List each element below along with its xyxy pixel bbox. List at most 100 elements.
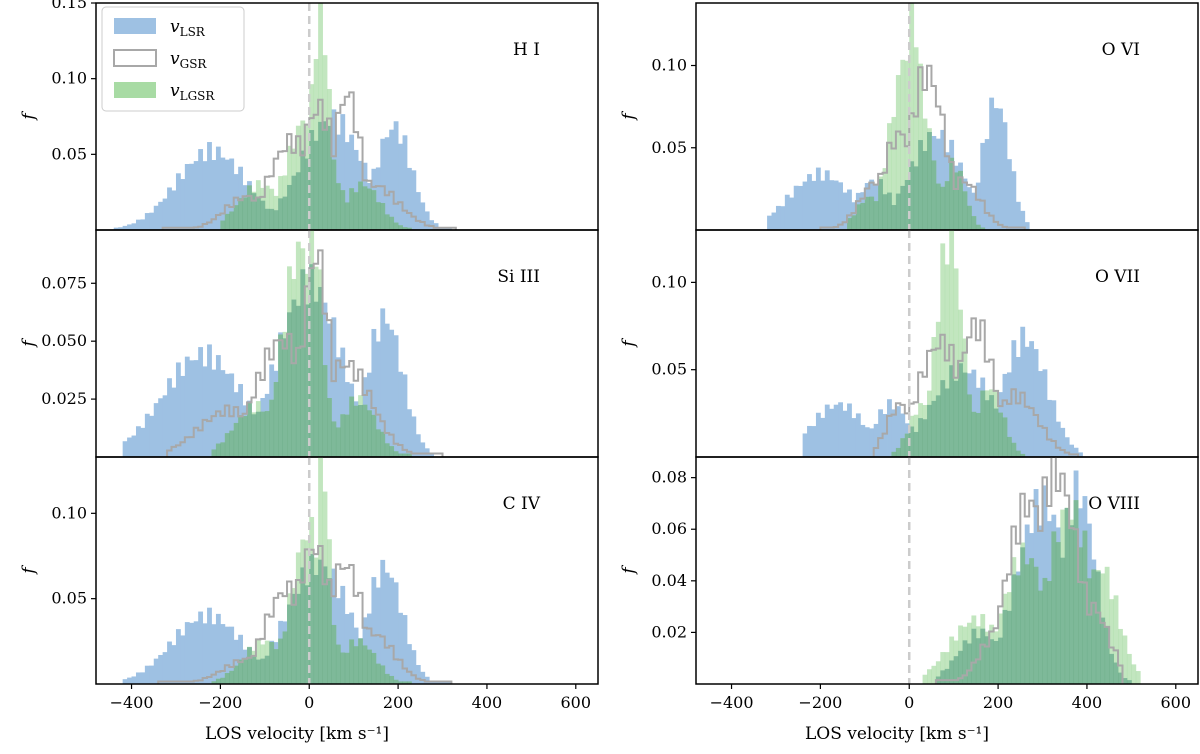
lgsr-bar bbox=[1118, 628, 1123, 684]
overlap-bar bbox=[962, 191, 968, 230]
lsr-bar bbox=[327, 323, 332, 457]
overlap-bar bbox=[371, 652, 377, 684]
lsr-bar bbox=[838, 402, 844, 457]
panel-si-iii: 0.025 0.050 0.075 f Si III bbox=[19, 229, 599, 458]
overlap-bar bbox=[353, 405, 359, 457]
plot-area-o-vii bbox=[802, 230, 1083, 457]
panel-frame bbox=[95, 456, 599, 685]
overlap-bar bbox=[1069, 525, 1075, 684]
overlap-bar bbox=[398, 453, 403, 457]
lsr-bar bbox=[442, 227, 448, 230]
lsr-bar bbox=[233, 174, 239, 230]
overlap-bar bbox=[340, 652, 346, 684]
overlap-bar bbox=[229, 670, 235, 684]
lsr-bar bbox=[167, 641, 172, 684]
overlap-bar bbox=[958, 170, 963, 230]
lsr-bar bbox=[847, 403, 852, 457]
y-tick-label: 0.15 bbox=[51, 0, 87, 12]
lsr-bar bbox=[135, 219, 141, 230]
overlap-bar bbox=[278, 638, 283, 684]
overlap-bar bbox=[847, 218, 852, 230]
lsr-bar bbox=[135, 672, 141, 684]
legend-swatch-gsr bbox=[113, 49, 157, 67]
lsr-bar bbox=[1020, 210, 1026, 230]
lsr-bar bbox=[415, 665, 421, 684]
ion-label: H I bbox=[513, 40, 540, 60]
overlap-bar bbox=[247, 185, 252, 230]
overlap-bar bbox=[220, 442, 226, 457]
y-tick-label: 0.06 bbox=[651, 519, 687, 538]
lsr-bar bbox=[202, 366, 208, 457]
overlap-bar bbox=[864, 196, 870, 230]
overlap-bar bbox=[887, 192, 892, 230]
lsr-bar bbox=[193, 621, 199, 684]
lsr-bar bbox=[406, 409, 412, 457]
overlap-bar bbox=[300, 269, 306, 457]
overlap-bar bbox=[247, 402, 252, 457]
overlap-bar bbox=[962, 640, 968, 684]
plot-area-h-i bbox=[113, 3, 457, 230]
lsr-bar bbox=[144, 665, 150, 684]
overlap-bar bbox=[233, 205, 239, 230]
lsr-bar bbox=[171, 387, 177, 457]
lsr-bar bbox=[149, 415, 155, 457]
overlap-bar bbox=[984, 400, 990, 457]
lgsr-bar bbox=[953, 268, 959, 457]
lsr-bar bbox=[380, 308, 386, 457]
lsr-bar bbox=[229, 373, 235, 457]
lsr-bar bbox=[215, 613, 221, 684]
lsr-bar bbox=[424, 211, 430, 230]
lgsr-bar bbox=[1122, 635, 1128, 684]
overlap-bar bbox=[402, 453, 408, 457]
lsr-bar bbox=[780, 206, 786, 230]
overlap-bar bbox=[1113, 662, 1119, 684]
lsr-bar bbox=[829, 180, 835, 230]
lsr-bar bbox=[424, 676, 430, 684]
lsr-bar bbox=[1046, 399, 1052, 457]
lsr-bar bbox=[398, 612, 403, 684]
lsr-bar bbox=[860, 424, 866, 457]
overlap-bar bbox=[998, 637, 1003, 684]
y-tick-label: 0.075 bbox=[41, 273, 87, 292]
overlap-bar bbox=[1086, 578, 1092, 684]
lgsr-bar bbox=[900, 59, 906, 230]
legend: vLSR vGSR vLGSR bbox=[101, 6, 245, 112]
overlap-bar bbox=[860, 202, 866, 230]
overlap-bar bbox=[349, 188, 355, 230]
lsr-bar bbox=[131, 435, 137, 457]
lsr-bar bbox=[162, 395, 168, 457]
lsr-bar bbox=[224, 626, 230, 684]
lsr-bar bbox=[233, 639, 239, 684]
lsr-bar bbox=[366, 613, 372, 684]
x-tick-label: −200 bbox=[798, 693, 842, 712]
lsr-bar bbox=[895, 406, 901, 457]
legend-swatch-lgsr bbox=[114, 82, 156, 98]
overlap-bar bbox=[362, 186, 368, 230]
overlap-bar bbox=[913, 166, 919, 230]
x-tick-label: 600 bbox=[561, 693, 592, 712]
y-axis-label: f bbox=[619, 565, 639, 576]
lgsr-bar bbox=[1126, 653, 1132, 684]
overlap-bar bbox=[358, 405, 363, 457]
overlap-bar bbox=[380, 665, 386, 684]
overlap-bar bbox=[1020, 453, 1026, 457]
overlap-bar bbox=[233, 665, 239, 684]
lsr-bar bbox=[389, 577, 395, 684]
lsr-bar bbox=[984, 139, 990, 230]
y-tick-label: 0.10 bbox=[651, 272, 687, 291]
lgsr-bar bbox=[931, 337, 937, 457]
overlap-bar bbox=[309, 130, 315, 230]
lsr-bar bbox=[344, 142, 350, 230]
overlap-bar bbox=[882, 194, 888, 230]
overlap-bar bbox=[855, 204, 861, 230]
lsr-bar bbox=[798, 185, 804, 230]
y-tick-label: 0.10 bbox=[51, 503, 87, 522]
lsr-bar bbox=[873, 423, 879, 457]
lsr-bar bbox=[398, 371, 403, 457]
overlap-bar bbox=[398, 681, 403, 684]
overlap-bar bbox=[1046, 581, 1052, 684]
overlap-bar bbox=[273, 649, 279, 684]
overlap-bar bbox=[873, 201, 879, 230]
overlap-bar bbox=[944, 388, 950, 457]
